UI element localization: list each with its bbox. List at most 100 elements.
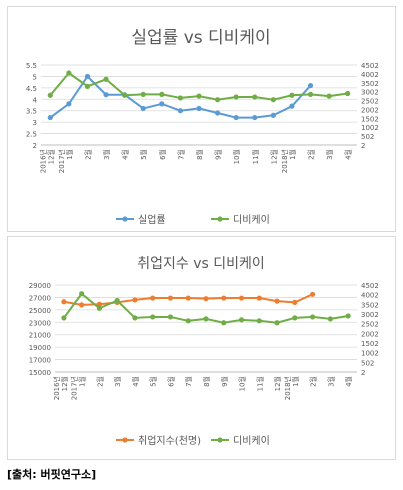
data-point <box>66 70 72 76</box>
x-tick-label: 11월 <box>251 149 260 164</box>
y-right-tick-label: 2502 <box>361 321 379 329</box>
data-point <box>233 114 239 121</box>
x-tick-year-label: 2016년 <box>38 149 47 173</box>
data-point <box>185 295 191 301</box>
y-right-tick-label: 2 <box>361 369 365 377</box>
data-point <box>221 320 227 326</box>
legend-label: 디비케이 <box>233 214 270 226</box>
data-point <box>274 298 280 304</box>
y-right-tick-label: 2502 <box>361 98 379 106</box>
chart-unemployment-vs-dbk: 실업률 vs 디비케이5.554.543.532.524502400235023… <box>26 28 379 226</box>
y-right-tick-label: 2002 <box>361 106 379 114</box>
data-point <box>214 110 221 116</box>
x-tick-label: 9월 <box>220 376 229 387</box>
x-tick-label: 12월 <box>273 376 282 391</box>
x-tick-label: 8월 <box>202 376 211 387</box>
data-point <box>326 93 332 99</box>
x-tick-label: 9월 <box>214 149 223 160</box>
x-tick-label: 1월 <box>78 376 87 387</box>
data-point <box>96 305 103 311</box>
data-point <box>96 301 103 307</box>
data-point <box>167 314 174 320</box>
data-point <box>270 112 276 118</box>
y-right-tick-label: 3002 <box>361 89 379 97</box>
y-right-tick-label: 3502 <box>361 301 379 309</box>
x-tick-label: 7월 <box>184 376 193 387</box>
x-tick-year-label: 2017년 <box>70 376 79 400</box>
x-tick-label: 2월 <box>307 149 316 160</box>
data-point <box>185 318 191 324</box>
x-tick-label: 11월 <box>255 376 264 391</box>
y-left-tick-label: 4 <box>33 96 38 104</box>
y-left-tick-label: 4.5 <box>26 85 37 93</box>
x-tick-label: 6월 <box>166 376 175 387</box>
x-tick-label: 3월 <box>113 376 122 387</box>
data-point <box>159 101 165 107</box>
x-tick-label: 8월 <box>195 149 204 160</box>
data-point <box>309 314 316 320</box>
legend-swatch-marker <box>217 216 223 222</box>
data-point <box>252 114 258 121</box>
data-point <box>289 92 295 98</box>
y-left-tick-label: 2.5 <box>26 131 37 139</box>
y-right-tick-label: 1002 <box>361 124 379 132</box>
y-left-tick-label: 25000 <box>29 307 51 315</box>
data-point <box>150 295 156 301</box>
y-right-tick-label: 4502 <box>361 282 379 290</box>
data-point <box>196 105 202 112</box>
data-point <box>84 83 91 89</box>
chart-employment-vs-dbk: 취업지수 vs 디비케이 29000 27000 25000 23000 21000 190… <box>29 256 379 447</box>
y-left-tick-label: 29000 <box>29 282 51 290</box>
data-point <box>252 94 258 100</box>
y-left-tick-label: 5 <box>33 73 37 81</box>
legend-swatch-marker <box>217 437 223 443</box>
y-right-tick-label: 3502 <box>361 80 379 88</box>
data-point <box>292 299 298 305</box>
legend-swatch-marker <box>122 216 128 222</box>
data-point <box>196 93 202 99</box>
x-tick-label: 7월 <box>176 149 185 160</box>
y-left-tick-label: 3 <box>33 119 37 127</box>
x-tick-label: 6월 <box>158 149 167 160</box>
x-tick-label: 10월 <box>232 149 241 164</box>
data-point <box>307 91 314 97</box>
y-right-tick-label: 502 <box>361 359 374 367</box>
data-point <box>140 105 146 112</box>
y-right-tick-label: 1502 <box>361 340 379 348</box>
y-right-tick-label: 1502 <box>361 115 379 123</box>
data-point <box>238 295 245 301</box>
y-left-tick-label: 17000 <box>29 357 51 365</box>
data-point <box>79 291 85 297</box>
y-right-tick-label: 4502 <box>361 62 379 70</box>
y-left-tick-label: 5.5 <box>26 62 37 70</box>
x-tick-label: 1월 <box>288 149 297 160</box>
x-tick-label: 2월 <box>95 376 104 387</box>
data-point <box>122 92 128 98</box>
y-left-tick-label: 19000 <box>29 344 51 352</box>
x-tick-label: 2월 <box>83 149 92 160</box>
data-point <box>177 108 184 114</box>
data-point <box>203 296 209 302</box>
data-point <box>327 316 333 322</box>
chart-title: 취업지수 vs 디비케이 <box>137 256 265 272</box>
data-point <box>114 297 120 304</box>
y-left-tick-label: 23000 <box>29 319 51 327</box>
data-point <box>103 92 109 98</box>
data-point <box>140 91 146 97</box>
x-tick-year-label: 2017년 <box>57 149 66 173</box>
x-tick-year-label: 2018년 <box>280 149 289 173</box>
x-tick-label: 2월 <box>309 376 318 387</box>
y-left-tick-label: 15000 <box>29 369 51 377</box>
x-tick-label: 12월 <box>269 149 278 164</box>
y-right-tick-label: 2002 <box>361 330 379 338</box>
legend-swatch-marker <box>122 437 128 443</box>
x-tick-label: 1월 <box>291 376 300 387</box>
chart-panel-unemployment: 실업률 vs 디비케이 5.5 5 4.5 4 3.5 3 2.5 2 4502 4002 3502 3… <box>7 6 396 232</box>
y-left-tick-label: 27000 <box>29 294 51 302</box>
data-point <box>289 103 295 109</box>
data-point <box>159 91 165 97</box>
data-point <box>238 317 245 323</box>
x-tick-label: 1월 <box>65 149 74 160</box>
y-left-tick-label: 21000 <box>29 332 51 340</box>
data-point <box>292 315 298 321</box>
